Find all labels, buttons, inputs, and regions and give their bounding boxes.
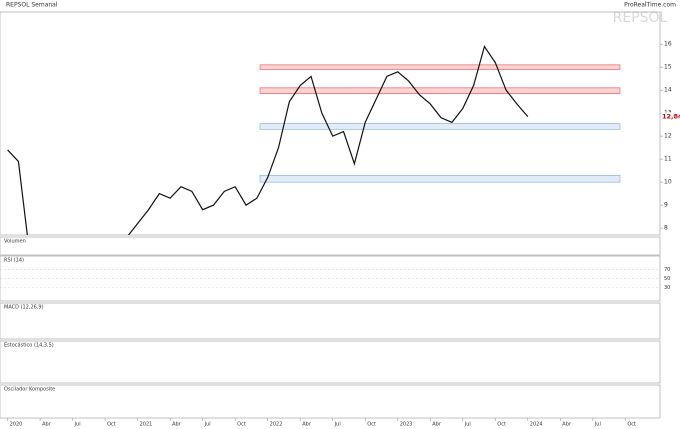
y-tick-label: 15	[664, 64, 672, 71]
panel-title: Volumen	[4, 239, 26, 245]
macd-panel	[0, 302, 661, 340]
zone	[259, 123, 621, 130]
chart-title: REPSOL Semanal	[6, 2, 58, 9]
rsi-tick-label: 30	[664, 285, 670, 291]
rsi-tick-label: 70	[664, 267, 670, 273]
zone	[259, 174, 621, 183]
x-tick-label: Abr	[432, 422, 442, 428]
x-tick-label: Abr	[42, 422, 52, 428]
oscillator-panel	[0, 384, 661, 419]
y-tick-label: 8	[664, 225, 668, 232]
y-tick-label: 16	[664, 41, 672, 48]
x-tick-label: Oct	[107, 422, 116, 428]
zone	[259, 64, 621, 70]
watermark: REPSOL	[613, 10, 668, 26]
x-tick-label: 2020	[10, 422, 23, 428]
panel-title: MACD (12,26,9)	[4, 305, 44, 311]
y-tick-label: 9	[664, 202, 668, 209]
x-tick-label: Jul	[334, 422, 341, 428]
x-tick-label: Abr	[562, 422, 572, 428]
x-tick-label: 2023	[400, 422, 413, 428]
price-line	[7, 45, 529, 235]
x-tick-label: Abr	[172, 422, 182, 428]
x-tick-label: Jul	[204, 422, 211, 428]
y-tick-label: 14	[664, 87, 672, 94]
rsi-tick-label: 50	[664, 276, 670, 282]
panel-title: RSI (14)	[4, 258, 24, 264]
zone	[259, 87, 621, 94]
last-price-label: 12,848	[662, 113, 680, 121]
volume-panel	[0, 236, 661, 256]
last-price-box	[661, 112, 680, 121]
x-tick-label: Jul	[464, 422, 471, 428]
x-tick-label: 2022	[270, 422, 283, 428]
y-tick-label: 11	[664, 156, 672, 163]
panel-title: Estocástico (14,3,5)	[4, 342, 54, 349]
x-tick-label: Oct	[237, 422, 246, 428]
panel-title: Oscilador Komposite	[4, 387, 55, 393]
price-panel	[0, 11, 661, 236]
x-tick-label: Abr	[302, 422, 312, 428]
y-tick-label: 10	[664, 179, 672, 186]
stochastic-panel	[0, 340, 661, 384]
x-tick-label: 2021	[140, 422, 153, 428]
y-tick-label: 12	[664, 133, 672, 140]
x-tick-label: Oct	[367, 422, 376, 428]
source: ProRealTime.com	[624, 2, 676, 9]
x-tick-label: Oct	[627, 422, 636, 428]
x-tick-label: Jul	[74, 422, 81, 428]
rsi-panel	[0, 255, 661, 302]
x-tick-label: 2024	[530, 422, 543, 428]
price-area	[7, 45, 621, 235]
x-tick-label: Oct	[497, 422, 506, 428]
x-tick-label: Jul	[594, 422, 601, 428]
